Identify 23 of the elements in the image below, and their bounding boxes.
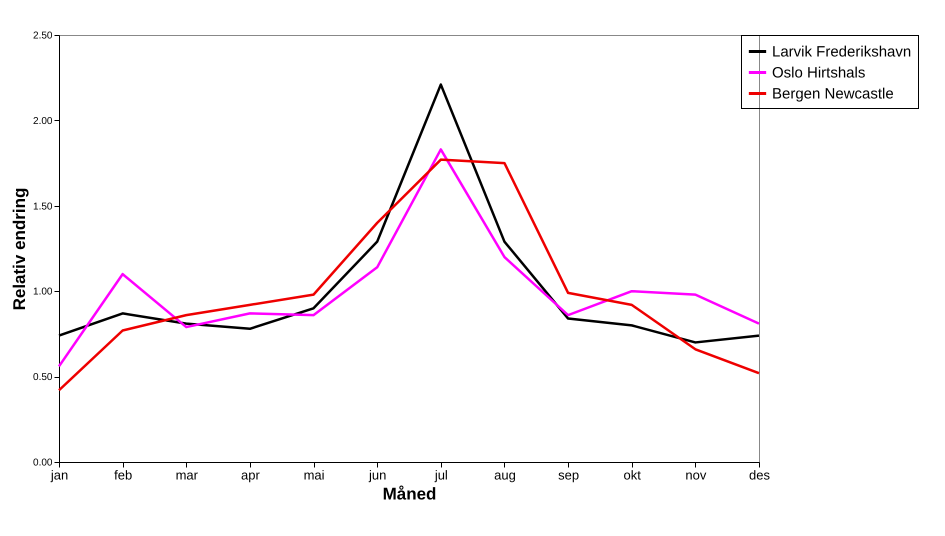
y-tick-label: 2.50 [33,30,53,42]
y-tick-label: 1.00 [33,286,53,298]
x-tick-label: jan [50,468,68,482]
x-tick-label: sep [558,468,580,482]
x-tick-label: apr [241,468,260,482]
x-tick-label: nov [685,468,707,482]
x-tick-label: des [749,468,770,482]
legend-label: Oslo Hirtshals [772,64,866,82]
x-tick-label: feb [114,468,132,482]
y-tick-label: 0.50 [33,372,53,384]
x-tick-label: aug [494,468,516,482]
y-tick-label: 2.00 [33,116,53,127]
x-tick-label: okt [624,468,642,482]
x-tick-label: mar [176,468,199,482]
x-tick-label: jun [368,468,386,482]
legend-label: Bergen Newcastle [772,86,894,102]
x-tick-label: jul [434,468,448,482]
y-axis-title: Relativ endring [10,188,30,310]
y-tick-label: 1.50 [33,201,53,212]
x-axis-title: Måned [382,484,436,504]
x-tick-label: mai [304,468,325,482]
legend-label: Larvik Frederikshavn [772,44,912,60]
y-tick-label: 0.00 [33,458,53,468]
